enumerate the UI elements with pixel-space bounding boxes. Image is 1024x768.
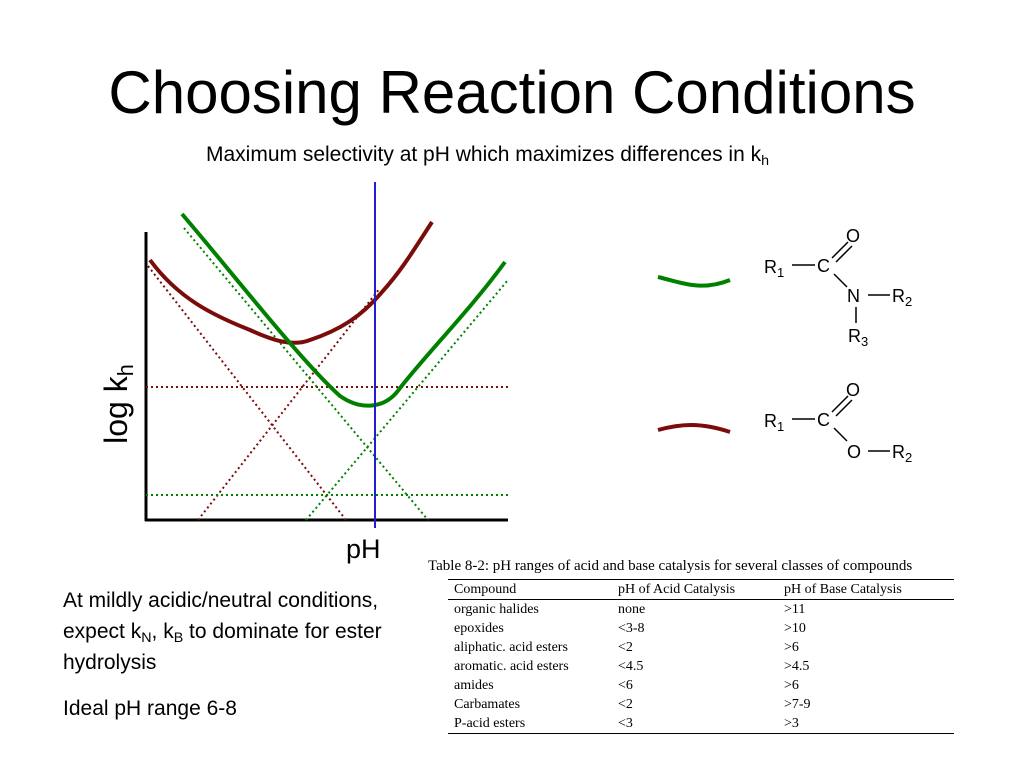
cell-compound: Carbamates <box>454 697 521 712</box>
cell-acid-range: <3-8 <box>618 621 645 636</box>
note-text-a: At mildly acidic/neutral conditions, exp… <box>63 589 379 643</box>
cell-base-range: >4.5 <box>784 659 810 674</box>
note-ph-range: Ideal pH range 6-8 <box>63 697 237 720</box>
amide-oxygen-label: O <box>846 226 860 246</box>
table-row: Carbamates <2 >7-9 <box>448 695 954 714</box>
ester-r1-label: R1 <box>764 411 784 434</box>
header-base: pH of Base Catalysis <box>784 582 902 597</box>
ester-base-line <box>197 287 381 521</box>
note-subscript-n: N <box>141 629 152 646</box>
cell-compound: epoxides <box>454 621 504 636</box>
amide-rate-curve <box>180 212 507 408</box>
cell-base-range: >10 <box>784 621 806 636</box>
cell-compound: amides <box>454 678 494 693</box>
cell-acid-range: none <box>618 602 646 617</box>
amide-r1-label: R1 <box>764 257 784 280</box>
cell-compound: organic halides <box>454 602 539 617</box>
ph-range-table-panel: Table 8-2: pH ranges of acid and base ca… <box>428 556 973 734</box>
table-row: organic halides none >11 <box>448 600 954 620</box>
cell-base-range: >6 <box>784 640 799 655</box>
subtitle-subscript: h <box>761 152 770 169</box>
note-text-b: , k <box>151 620 174 643</box>
table-caption: Table 8-2: pH ranges of acid and base ca… <box>428 558 913 574</box>
ester-carbon-label: C <box>817 410 830 430</box>
note-conditions: At mildly acidic/neutral conditions, exp… <box>63 585 408 678</box>
cell-base-range: >3 <box>784 716 799 731</box>
subtitle-text: Maximum selectivity at pH which maximize… <box>206 143 762 166</box>
table-row: amides <6 >6 <box>448 676 954 695</box>
header-acid: pH of Acid Catalysis <box>618 582 736 597</box>
ester-legend-swatch <box>657 423 731 434</box>
cell-acid-range: <2 <box>618 640 633 655</box>
cell-acid-range: <4.5 <box>618 659 644 674</box>
cell-base-range: >6 <box>784 678 799 693</box>
amide-structure: R1 C O N R2 R3 <box>764 226 912 349</box>
slide-title: Choosing Reaction Conditions <box>108 59 916 126</box>
table-row: aromatic. acid esters <4.5 >4.5 <box>448 657 954 676</box>
slide-subtitle: Maximum selectivity at pH which maximize… <box>206 142 769 168</box>
ester-ether-oxygen-label: O <box>847 442 861 462</box>
amide-legend-swatch <box>657 275 731 288</box>
ester-acid-line <box>147 265 347 521</box>
cell-acid-range: <6 <box>618 678 633 693</box>
cell-compound: aromatic. acid esters <box>454 659 569 674</box>
amide-nitrogen-label: N <box>847 286 860 306</box>
amide-r3-label: R3 <box>848 326 868 349</box>
note-text-c: to dominate for ester hydrolysis <box>63 620 382 674</box>
ester-rate-curve <box>148 220 434 345</box>
cell-acid-range: <2 <box>618 697 633 712</box>
amide-acid-line <box>183 227 429 521</box>
header-compound: Compound <box>454 582 517 597</box>
note-subscript-b: B <box>173 629 184 646</box>
table-row: P-acid esters <3 >3 <box>448 714 954 734</box>
ester-r2-label: R2 <box>892 442 912 465</box>
cell-compound: aliphatic. acid esters <box>454 640 568 655</box>
amide-base-line <box>305 279 509 521</box>
table-row: aliphatic. acid esters <2 >6 <box>448 638 954 657</box>
cell-base-range: >11 <box>784 602 806 617</box>
amide-carbon-label: C <box>817 256 830 276</box>
table-header-row: Compound pH of Acid Catalysis pH of Base… <box>448 579 954 600</box>
table-row: epoxides <3-8 >10 <box>448 619 954 638</box>
cell-compound: P-acid esters <box>454 716 526 731</box>
x-axis-label: pH <box>346 534 381 564</box>
cell-base-range: >7-9 <box>784 697 811 712</box>
amide-r2-label: R2 <box>892 286 912 309</box>
cell-acid-range: <3 <box>618 716 633 731</box>
ph-range-table: Compound pH of Acid Catalysis pH of Base… <box>448 579 954 734</box>
ester-structure: R1 C O O R2 <box>764 380 912 465</box>
ester-carbonyl-oxygen-label: O <box>846 380 860 400</box>
